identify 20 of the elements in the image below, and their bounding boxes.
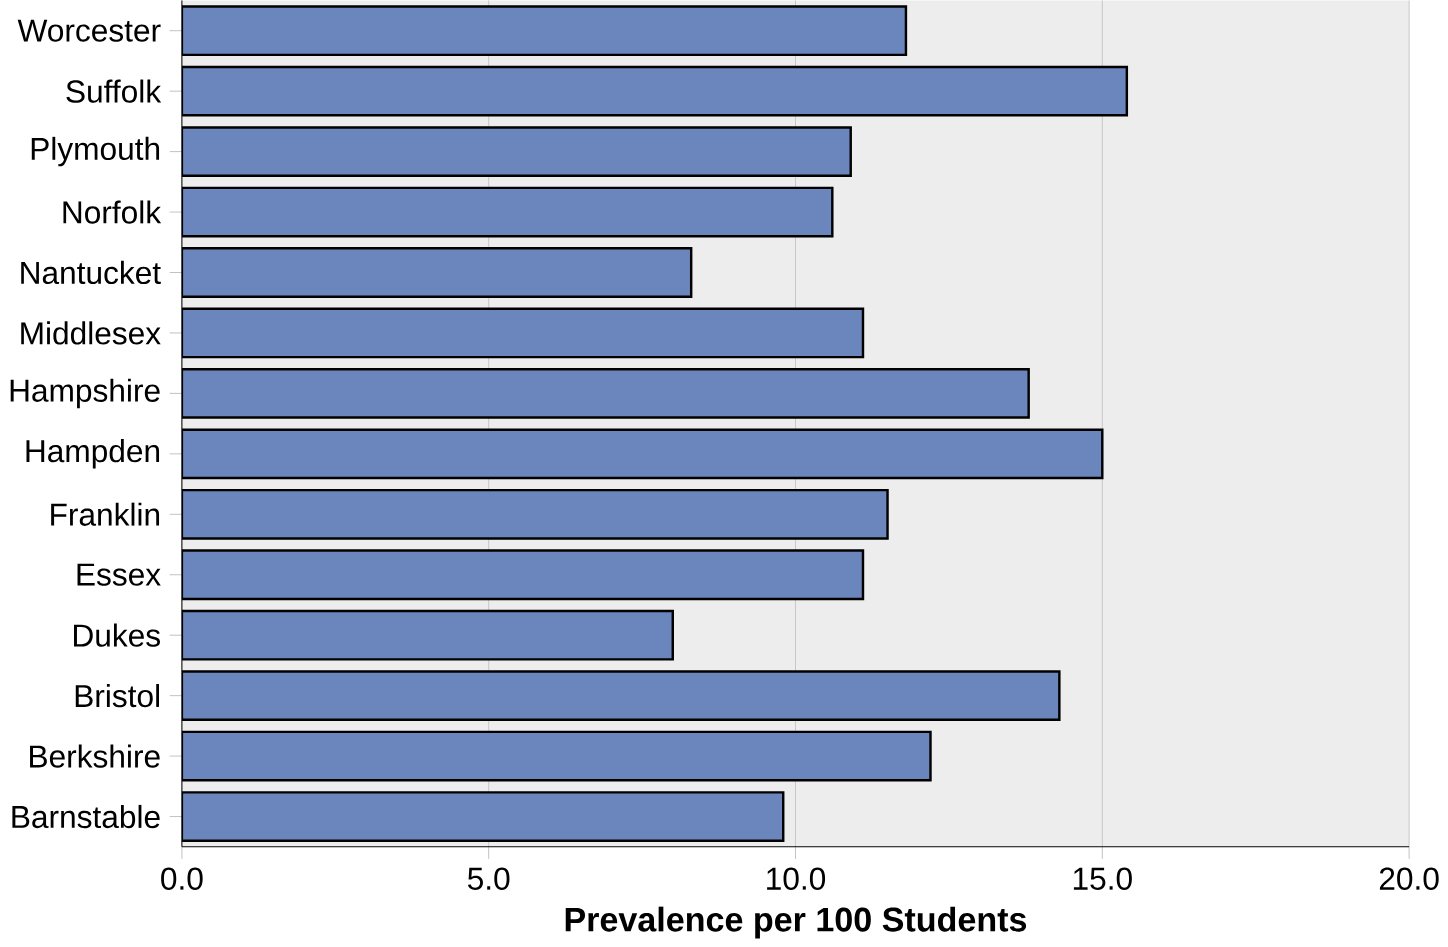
y-tick-label: Hampshire	[10, 378, 160, 409]
y-tick-label: Essex	[77, 563, 161, 587]
x-tick-label: 0.0	[161, 867, 203, 891]
y-tick-label: Middlesex	[21, 321, 161, 345]
y-tick-label: Suffolk	[66, 79, 162, 104]
x-tick-label: 5.0	[467, 867, 510, 891]
x-axis-title: Prevalence per 100 Students	[565, 906, 1027, 939]
y-tick-label: Plymouth	[31, 137, 160, 167]
y-tick-label: Norfolk	[63, 200, 162, 224]
y-tick-label: Bristol	[75, 684, 159, 708]
y-tick-label: Hampden	[26, 439, 160, 469]
x-tick-label: 20.0	[1379, 867, 1439, 891]
y-tick-label: Franklin	[51, 502, 160, 527]
x-tick-label: 15.0	[1073, 867, 1132, 891]
y-tick-label: Worcester	[17, 19, 161, 42]
y-tick-label: Barnstable	[12, 805, 160, 829]
y-tick-label: Dukes	[74, 623, 160, 648]
x-tick-label: 10.0	[767, 867, 826, 891]
y-tick-label: Nantucket	[21, 261, 161, 285]
y-tick-label: Berkshire	[30, 744, 160, 768]
